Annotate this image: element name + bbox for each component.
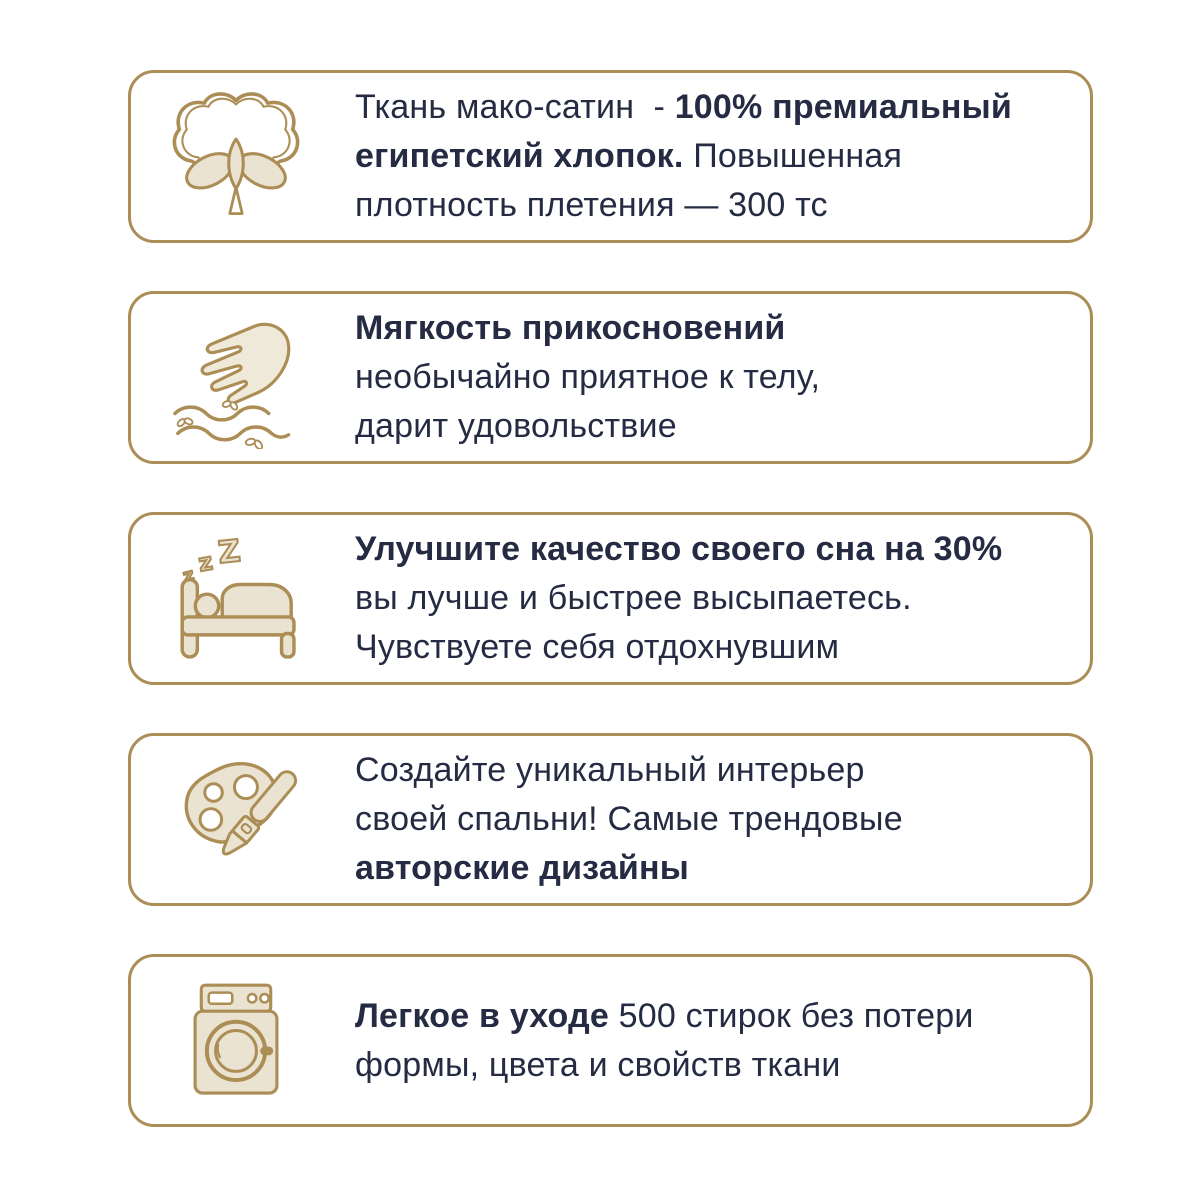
text-line: формы, цвета и свойств ткани — [355, 1041, 1080, 1090]
text-segment: вы лучше и быстрее высыпаетесь. — [355, 579, 912, 617]
text-line: Легкое в уходе 500 стирок без потери — [355, 992, 1080, 1041]
text-line: Мягкость прикосновений — [355, 304, 1080, 353]
washing-machine-icon — [193, 983, 279, 1095]
palette-brush-icon — [184, 761, 297, 856]
card-text: Создайте уникальный интерьер своей спаль… — [341, 746, 1090, 893]
text-segment-bold: Легкое в уходе — [355, 996, 609, 1035]
card-text: Легкое в уходе 500 стирок без потери фор… — [341, 992, 1090, 1090]
cotton-flower-icon — [172, 91, 300, 215]
feature-card-care: Легкое в уходе 500 стирок без потери фор… — [128, 954, 1093, 1127]
card-icon-area — [131, 307, 341, 449]
text-segment-bold: египетский хлопок. — [355, 137, 684, 175]
card-text: Улучшите качество своего сна на 30% вы л… — [341, 525, 1090, 672]
text-segment: Ткань мако-сатин - — [355, 88, 675, 126]
text-line: Создайте уникальный интерьер — [355, 746, 1080, 795]
svg-text:z: z — [196, 547, 214, 577]
svg-text:Z: Z — [217, 533, 243, 570]
card-icon-area — [131, 752, 341, 887]
text-segment: необычайно приятное к телу, — [355, 358, 821, 396]
text-line: Чувствуете себя отдохнувшим — [355, 623, 1080, 672]
text-segment-bold: Мягкость прикосновений — [355, 309, 786, 347]
text-line: дарит удовольствие — [355, 402, 1080, 451]
card-icon-area: z z Z — [131, 530, 341, 668]
text-segment: дарит удовольствие — [355, 407, 677, 445]
text-line: своей спальни! Самые трендовые — [355, 795, 1080, 844]
text-segment: Чувствуете себя отдохнувшим — [355, 628, 840, 666]
feature-card-list: Ткань мако-сатин - 100% премиальный егип… — [128, 70, 1093, 1127]
card-icon-area — [131, 979, 341, 1103]
text-line: авторские дизайны — [355, 844, 1080, 893]
text-line: плотность плетения — 300 тс — [355, 181, 1080, 230]
feature-card-fabric: Ткань мако-сатин - 100% премиальный егип… — [128, 70, 1093, 243]
text-segment-bold: 100% премиальный — [674, 88, 1012, 126]
feature-card-design: Создайте уникальный интерьер своей спаль… — [128, 733, 1093, 906]
text-line: необычайно приятное к телу, — [355, 353, 1080, 402]
feature-card-softness: Мягкость прикосновений необычайно приятн… — [128, 291, 1093, 464]
card-icon-area — [131, 88, 341, 226]
text-line: Ткань мако-сатин - 100% премиальный — [355, 83, 1080, 132]
text-segment: своей спальни! Самые трендовые — [355, 800, 903, 838]
text-line: вы лучше и быстрее высыпаетесь. — [355, 574, 1080, 623]
card-text: Мягкость прикосновений необычайно приятн… — [341, 304, 1090, 451]
hand-soft-fabric-icon — [173, 322, 291, 449]
feature-card-sleep: z z Z Улучшите качество своего сна на 30… — [128, 512, 1093, 685]
text-segment-bold: Улучшите качество своего сна на 30% — [355, 530, 1003, 568]
text-line: египетский хлопок. Повышенная — [355, 132, 1080, 181]
text-segment: Повышенная — [683, 137, 903, 175]
card-text: Ткань мако-сатин - 100% премиальный егип… — [341, 83, 1090, 230]
text-segment: 500 стирок без потери — [608, 996, 974, 1035]
text-segment: Создайте уникальный интерьер — [355, 751, 865, 789]
text-segment-bold: авторские дизайны — [355, 849, 690, 887]
text-segment: плотность плетения — 300 тс — [355, 186, 828, 224]
text-segment: формы, цвета и свойств ткани — [355, 1045, 841, 1084]
text-line: Улучшите качество своего сна на 30% — [355, 525, 1080, 574]
sleeping-bed-icon: z z Z — [180, 532, 296, 659]
